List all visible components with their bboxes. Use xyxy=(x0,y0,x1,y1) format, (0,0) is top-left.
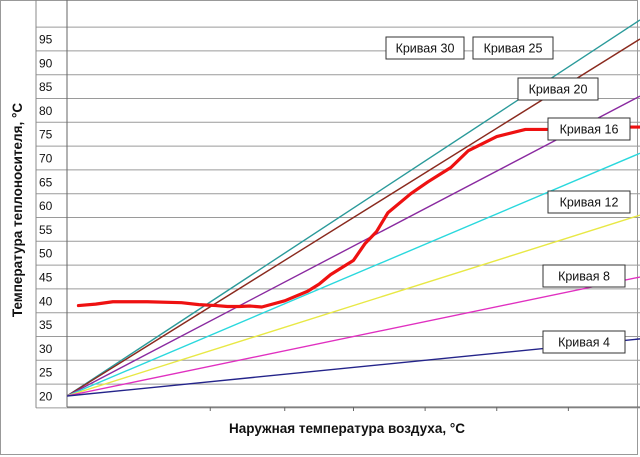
series-line xyxy=(67,95,640,397)
curve-labels: Кривая 30 Кривая 25 Кривая 20 Кривая 16 Крив… xyxy=(385,36,631,354)
curve-label: Кривая 4 xyxy=(558,336,610,350)
y-tick-label: 75 xyxy=(39,128,53,142)
curve-label: Кривая 12 xyxy=(560,196,619,210)
curve-label-box xyxy=(517,77,599,101)
grid xyxy=(35,0,640,409)
curves xyxy=(67,19,640,397)
curve-label-box xyxy=(547,190,631,214)
y-tick-label: 65 xyxy=(39,175,53,189)
series-line xyxy=(67,276,640,397)
x-ticks xyxy=(209,407,569,411)
curve-label-box xyxy=(547,117,631,141)
y-tick-label: 60 xyxy=(39,199,53,213)
y-tick-label: 20 xyxy=(39,390,53,404)
y-tick-label: 85 xyxy=(39,80,53,94)
measured-curve-group xyxy=(76,125,640,309)
y-tick-label: 55 xyxy=(39,223,53,237)
y-tick-label: 80 xyxy=(39,104,53,118)
series-line xyxy=(67,214,640,397)
curve-label: Кривая 16 xyxy=(560,123,619,137)
y-tick-label: 45 xyxy=(39,271,53,285)
y-axis-label: Температура теплоносителя, °C xyxy=(10,103,25,318)
y-tick-label: 95 xyxy=(39,33,53,47)
y-tick-label: 30 xyxy=(39,342,53,356)
measured-curve xyxy=(76,125,640,309)
y-tick-label: 90 xyxy=(39,56,53,70)
curve-label-box xyxy=(542,264,626,288)
y-tick-label: 35 xyxy=(39,318,53,332)
curve-label-box xyxy=(472,36,554,60)
y-tick-label: 25 xyxy=(39,366,53,380)
series-line xyxy=(67,152,640,397)
x-axis-label: Наружная температура воздуха, °C xyxy=(229,421,465,436)
curve-label: Кривая 30 xyxy=(396,42,455,56)
curve-label-box xyxy=(542,330,626,354)
y-tick-label: 70 xyxy=(39,152,53,166)
curve-label: Кривая 20 xyxy=(529,83,588,97)
y-tick-labels: 20 25 30 35 40 45 50 55 60 65 70 75 80 85 90 95 xyxy=(39,33,53,404)
curve-label-box xyxy=(385,36,465,60)
curve-label: Кривая 25 xyxy=(484,42,543,56)
y-tick-label: 50 xyxy=(39,247,53,261)
curve-label: Кривая 8 xyxy=(558,270,610,284)
y-tick-label: 40 xyxy=(39,294,53,308)
